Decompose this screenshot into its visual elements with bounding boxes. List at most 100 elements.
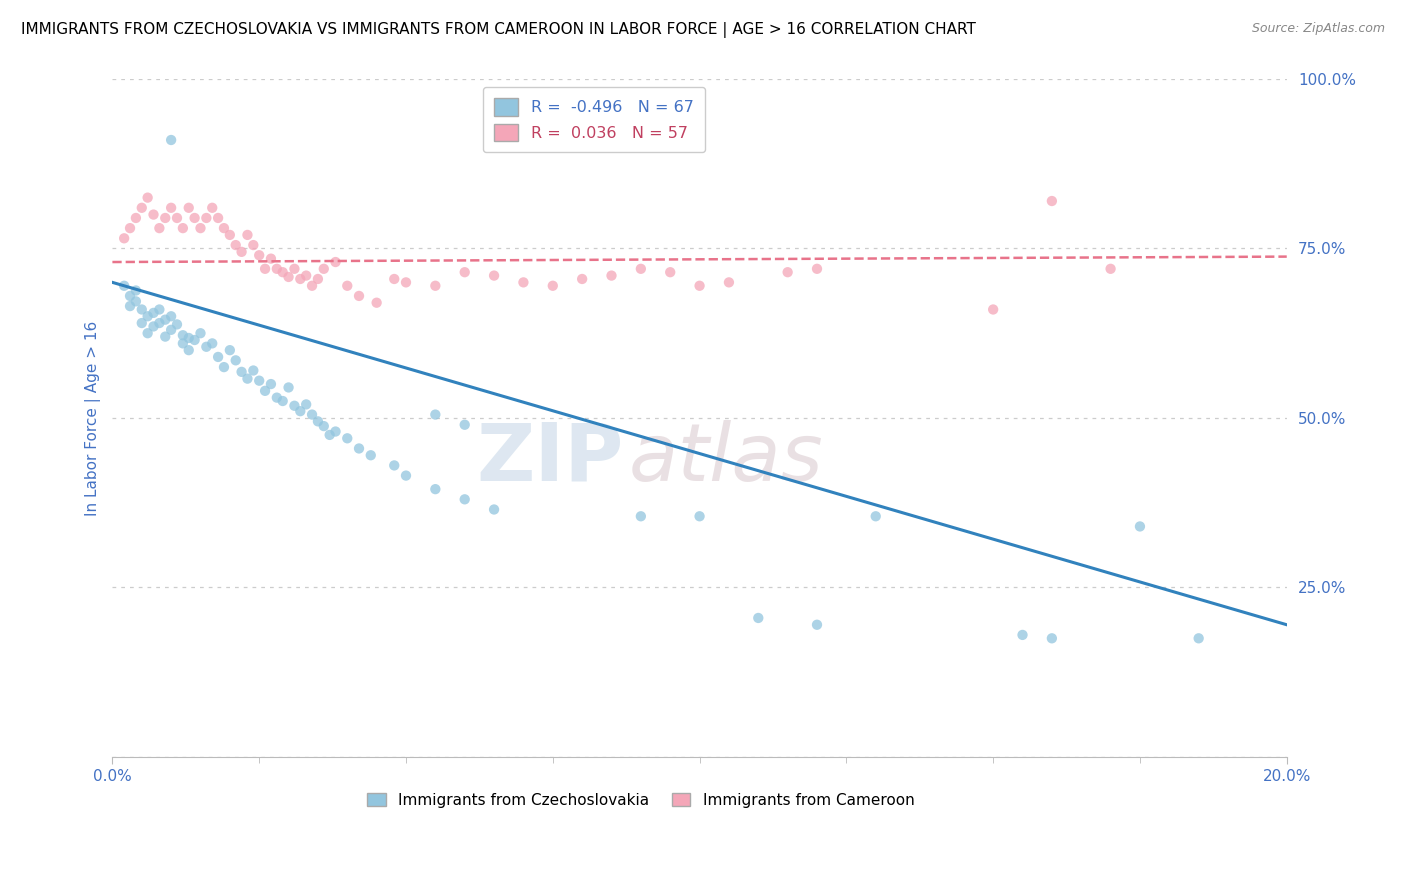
Point (155, 312, 177, 326)
Point (312, 261, 335, 276)
Point (136, 310, 159, 324)
Point (142, 319, 165, 334)
Point (1188, 632, 1211, 646)
Point (541, 278, 564, 293)
Point (155, 211, 177, 225)
Point (177, 201, 200, 215)
Point (231, 244, 253, 259)
Point (295, 268, 318, 283)
Point (177, 331, 200, 345)
Point (425, 482, 447, 496)
Point (382, 272, 405, 286)
Point (290, 272, 312, 286)
Point (172, 336, 194, 351)
Point (112, 231, 135, 245)
Point (266, 261, 288, 276)
Point (125, 211, 148, 225)
Point (1011, 628, 1033, 642)
Point (195, 211, 218, 225)
Point (212, 221, 235, 235)
Point (454, 265, 477, 279)
Point (336, 431, 359, 445)
Point (260, 252, 283, 266)
Point (118, 221, 141, 235)
Point (218, 343, 240, 358)
Point (207, 211, 229, 225)
Point (865, 509, 887, 524)
Point (236, 371, 259, 385)
Point (776, 265, 799, 279)
Point (425, 408, 447, 422)
Point (290, 404, 312, 418)
Point (395, 468, 418, 483)
Point (382, 458, 405, 473)
Point (307, 272, 329, 286)
Point (336, 278, 359, 293)
Point (454, 492, 477, 507)
Point (190, 326, 212, 341)
Point (312, 419, 335, 434)
Point (981, 302, 1004, 317)
Point (160, 323, 183, 337)
Point (395, 276, 418, 290)
Point (131, 201, 153, 215)
Point (260, 377, 283, 392)
Point (160, 201, 183, 215)
Point (425, 278, 447, 293)
Point (659, 265, 682, 279)
Point (195, 340, 218, 354)
Point (166, 318, 188, 332)
Point (148, 316, 170, 330)
Point (482, 502, 505, 516)
Text: IMMIGRANTS FROM CZECHOSLOVAKIA VS IMMIGRANTS FROM CAMEROON IN LABOR FORCE | AGE : IMMIGRANTS FROM CZECHOSLOVAKIA VS IMMIGR… (21, 22, 976, 38)
Point (160, 133, 183, 147)
Point (366, 295, 388, 310)
Point (207, 350, 229, 364)
Point (1099, 261, 1122, 276)
Point (136, 191, 159, 205)
Point (247, 248, 270, 262)
Point (172, 328, 194, 343)
Point (347, 442, 370, 456)
Point (160, 310, 183, 324)
Point (148, 221, 170, 235)
Point (747, 611, 769, 625)
Point (242, 363, 264, 377)
Point (142, 306, 165, 320)
Point (254, 261, 277, 276)
Point (325, 425, 347, 439)
Point (271, 394, 294, 409)
Point (806, 261, 828, 276)
Point (225, 353, 247, 368)
Point (231, 365, 253, 379)
Point (136, 326, 159, 341)
Point (482, 268, 505, 283)
Point (118, 289, 141, 303)
Point (183, 333, 205, 347)
Point (277, 269, 299, 284)
Point (254, 384, 277, 398)
Point (1040, 632, 1063, 646)
Point (689, 509, 711, 524)
Point (806, 617, 828, 632)
Point (347, 289, 370, 303)
Point (125, 294, 148, 309)
Point (512, 276, 534, 290)
Point (125, 284, 148, 298)
Point (247, 374, 270, 388)
Point (295, 397, 318, 411)
Point (717, 276, 740, 290)
Point (177, 343, 200, 358)
Point (131, 302, 153, 317)
Point (454, 417, 477, 432)
Text: Source: ZipAtlas.com: Source: ZipAtlas.com (1251, 22, 1385, 36)
Point (148, 302, 170, 317)
Point (236, 227, 259, 242)
Point (266, 391, 288, 405)
Point (1129, 519, 1152, 533)
Point (166, 211, 188, 225)
Text: atlas: atlas (628, 419, 824, 498)
Point (301, 408, 323, 422)
Point (201, 201, 224, 215)
Point (155, 329, 177, 343)
